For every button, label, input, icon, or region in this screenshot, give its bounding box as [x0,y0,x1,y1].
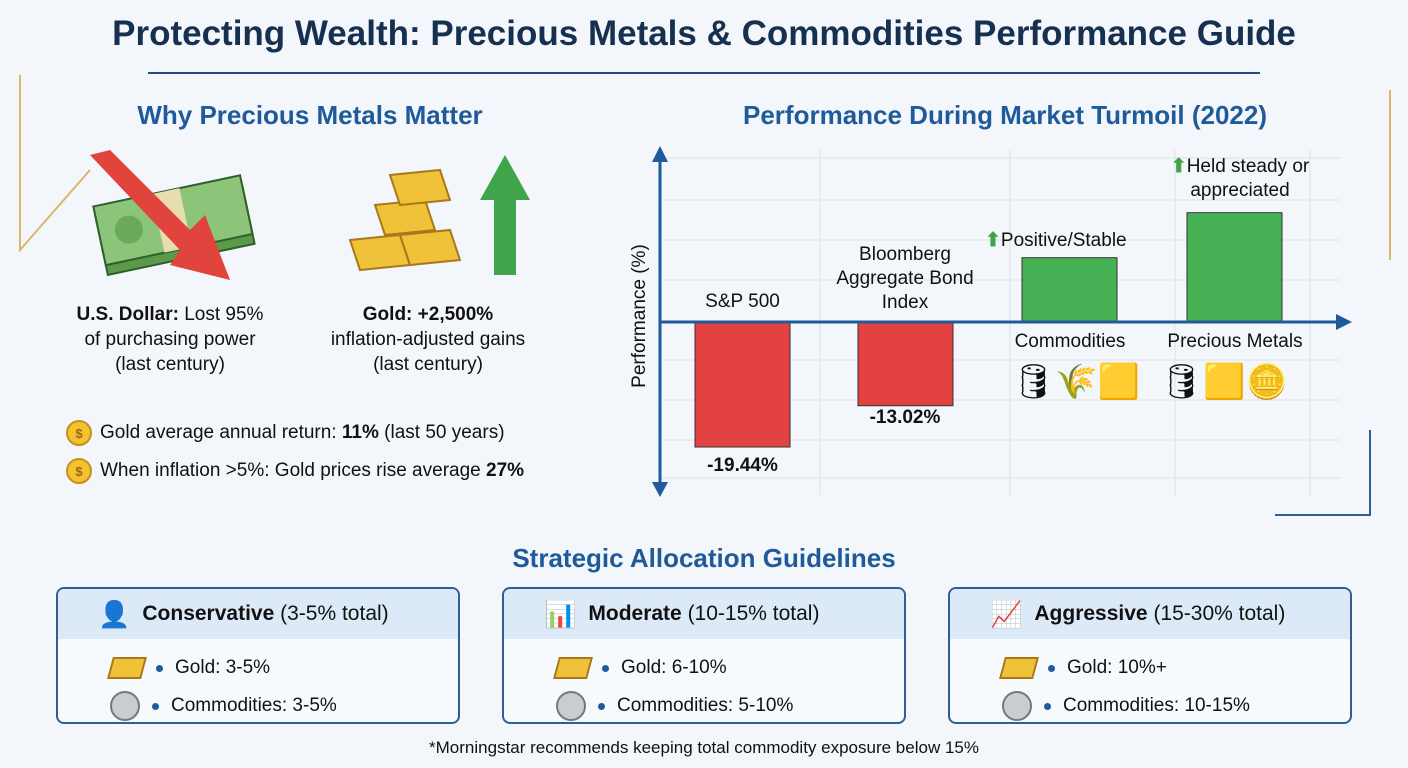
silver-coins-icon [556,691,586,721]
card-header: 📈 Aggressive (15-30% total) [950,589,1350,639]
allocation-heading: Strategic Allocation Guidelines [512,543,896,573]
decor-line [1275,430,1371,516]
commodities-row: Commodities: 5-10% [504,687,904,722]
commodities-icons: 🛢🌾🟨 [1012,363,1140,401]
gold-bar-icon [553,657,593,679]
data-label-bonds: -13.02% [869,407,941,428]
profile-icon: 📊 [544,598,577,629]
commodities-row: Commodities: 10-15% [950,687,1350,722]
gold-row: Gold: 10%+ [950,649,1350,687]
commodities-row: Commodities: 3-5% [58,687,458,722]
allocation-card-conservative: 👤 Conservative (3-5% total) Gold: 3-5% Co… [56,587,460,724]
y-axis-arrow-down [652,482,668,497]
x-axis-arrow [1336,314,1352,330]
fact-annual-return: $ Gold average annual return: 11% (last … [66,420,505,446]
allocation-card-aggressive: 📈 Aggressive (15-30% total) Gold: 10%+ Co… [948,587,1352,724]
precious-metals-icons: 🛢🟨🪙 [1160,363,1288,401]
gold-coin-icon: $ [66,458,92,484]
gold-bars-up-icon [348,155,530,275]
data-label-sp500: -19.44% [707,455,778,476]
bar-1 [857,321,954,407]
annotation-precious-metals: ⬆Held steady or appreciated [1170,156,1310,201]
chart-title: Performance During Market Turmoil (2022) [743,100,1267,130]
why-heading: Why Precious Metals Matter [137,100,483,130]
dollar-caption: U.S. Dollar: Lost 95% of purchasing powe… [76,304,264,375]
gold-row: Gold: 3-5% [58,649,458,687]
annotation-commodities: ⬆Positive/Stable [985,230,1127,251]
profile-icon: 👤 [98,598,131,629]
silver-coins-icon [1002,691,1032,721]
gold-bar-icon [107,657,147,679]
fact-inflation: $ When inflation >5%: Gold prices rise a… [66,458,524,484]
bar-2 [1021,257,1118,323]
card-header: 👤 Conservative (3-5% total) [58,589,458,639]
decor-line [19,75,91,253]
category-label-sp500: S&P 500 [705,291,780,312]
category-label-precious-metals: Precious Metals [1167,331,1303,352]
category-label-bonds: Bloomberg Aggregate Bond Index [836,244,974,313]
up-arrow-icon: ⬆ [985,230,1001,251]
gold-coin-icon: $ [66,420,92,446]
gold-caption: Gold: +2,500% inflation-adjusted gains (l… [330,304,526,375]
page-title: Protecting Wealth: Precious Metals & Com… [112,14,1296,53]
dollar-falling-icon [90,150,256,280]
y-axis-label: Performance (%) [629,244,650,388]
y-axis-arrow-up [652,146,668,162]
bar-3 [1186,212,1283,323]
gold-bar-icon [999,657,1039,679]
card-header: 📊 Moderate (10-15% total) [504,589,904,639]
bar-0 [694,321,791,448]
title-divider [148,72,1260,74]
category-label-commodities: Commodities [1014,331,1126,352]
silver-coins-icon [110,691,140,721]
allocation-card-moderate: 📊 Moderate (10-15% total) Gold: 6-10% Com… [502,587,906,724]
gold-row: Gold: 6-10% [504,649,904,687]
up-arrow-icon: ⬆ [1170,156,1187,177]
footnote: *Morningstar recommends keeping total co… [429,738,979,757]
profile-icon: 📈 [990,598,1023,629]
